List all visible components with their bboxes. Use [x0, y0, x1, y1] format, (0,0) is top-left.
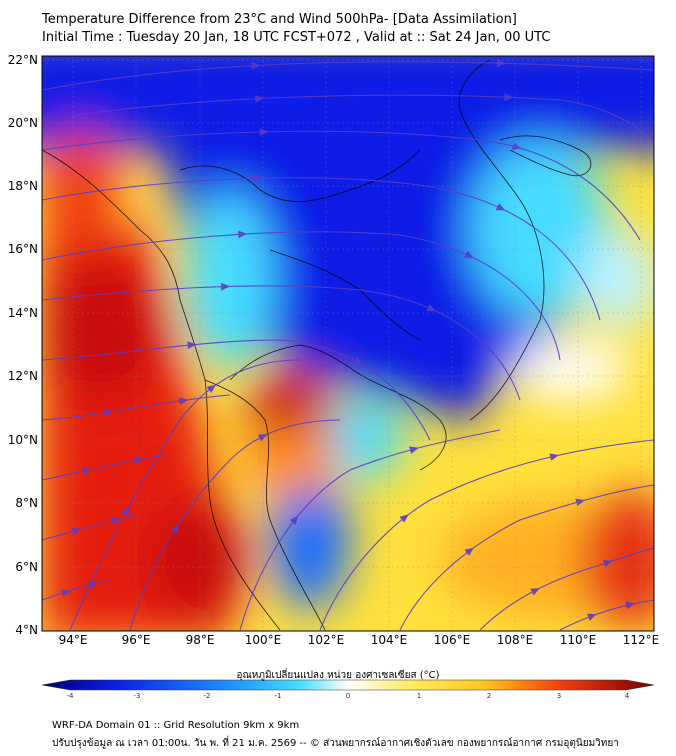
lon-label-100e: 100°E [244, 633, 282, 647]
lat-label-18n: 18°N [7, 179, 38, 193]
wind-arrow-icon [353, 357, 364, 366]
wind-arrow-icon [504, 93, 514, 102]
lon-label-102e: 102°E [307, 633, 345, 647]
map-subtitle: Initial Time : Tuesday 20 Jan, 18 UTC FC… [42, 30, 551, 45]
wind-arrow-icon [464, 250, 474, 258]
wind-arrow-icon [625, 601, 635, 610]
lat-label-22n: 22°N [7, 53, 38, 67]
wind-arrow-icon [409, 446, 419, 454]
wind-arrow-icon [238, 230, 248, 239]
colorbar-label: อุณหภูมิเปลี่ยนแปลง หน่วย องศาเซลเซียส (… [236, 670, 440, 681]
lat-label-8n: 8°N [15, 496, 38, 510]
lat-label-16n: 16°N [7, 242, 38, 256]
wind-arrow-icon [251, 61, 261, 70]
lon-label-104e: 104°E [370, 633, 408, 647]
wind-arrow-icon [61, 589, 71, 597]
lat-label-20n: 20°N [7, 116, 38, 130]
wind-arrow-icon [71, 527, 82, 536]
map-title: Temperature Difference from 23°C and Win… [42, 12, 517, 27]
footer-credit: ปรับปรุงข้อมูล ณ เวลา 01:00น. วัน พ. ที่… [52, 738, 619, 749]
lat-label-10n: 10°N [7, 433, 38, 447]
wind-arrow-icon [103, 409, 114, 417]
colorbar-tick: 3 [556, 692, 562, 700]
lat-label-14n: 14°N [7, 306, 38, 320]
wind-arrow-icon [170, 523, 179, 534]
colorbar-tick: 1 [416, 692, 422, 700]
lon-label-98e: 98°E [185, 633, 215, 647]
lat-label-4n: 4°N [15, 623, 38, 637]
lat-label-12n: 12°N [7, 369, 38, 383]
lon-label-108e: 108°E [496, 633, 534, 647]
map-figure [41, 55, 655, 691]
wind-arrow-icon [82, 467, 92, 475]
temperature-field [42, 56, 654, 631]
wind-arrow-icon [221, 282, 231, 291]
wind-arrow-icon [206, 384, 217, 394]
wind-arrow-icon [464, 547, 474, 556]
wind-arrow-icon [289, 515, 299, 525]
colorbar-tick: 0 [345, 692, 351, 700]
wind-arrow-icon [255, 94, 265, 103]
wind-arrow-icon [587, 613, 597, 621]
lon-label-94e: 94°E [58, 633, 88, 647]
lon-label-96e: 96°E [121, 633, 151, 647]
wind-arrow-icon [178, 397, 189, 405]
colorbar-tick: -2 [203, 692, 211, 700]
colorbar [41, 679, 655, 691]
wind-arrow-icon [88, 581, 99, 589]
wind-arrow-icon [259, 128, 269, 136]
wind-arrow-icon [399, 514, 409, 523]
wind-arrow-icon [603, 559, 613, 568]
lon-label-110e: 110°E [559, 633, 597, 647]
wind-arrow-icon [530, 588, 540, 596]
wind-arrow-icon [511, 142, 522, 150]
wind-arrow-icon [110, 517, 121, 525]
footer-model-info: WRF-DA Domain 01 :: Grid Resolution 9km … [52, 720, 300, 731]
map-frame [41, 55, 655, 632]
wind-arrow-icon [257, 434, 268, 442]
wind-arrow-icon [495, 203, 506, 211]
graticule [42, 56, 654, 631]
colorbar-tick: -1 [274, 692, 282, 700]
lon-label-112e: 112°E [622, 633, 660, 647]
wind-arrow-icon [253, 174, 263, 183]
wind-arrow-icon [121, 506, 130, 516]
lat-label-6n: 6°N [15, 560, 38, 574]
colorbar-tick: -3 [133, 692, 141, 700]
wind-arrow-icon [575, 498, 585, 507]
colorbar-tick: -4 [66, 692, 74, 700]
colorbar-tick: 2 [486, 692, 492, 700]
wind-arrow-icon [187, 341, 197, 350]
colorbar-tick: 4 [624, 692, 630, 700]
wind-arrow-icon [497, 59, 507, 67]
lon-label-106e: 106°E [433, 633, 471, 647]
wind-arrow-icon [426, 304, 437, 312]
wind-arrow-icon [549, 453, 560, 461]
